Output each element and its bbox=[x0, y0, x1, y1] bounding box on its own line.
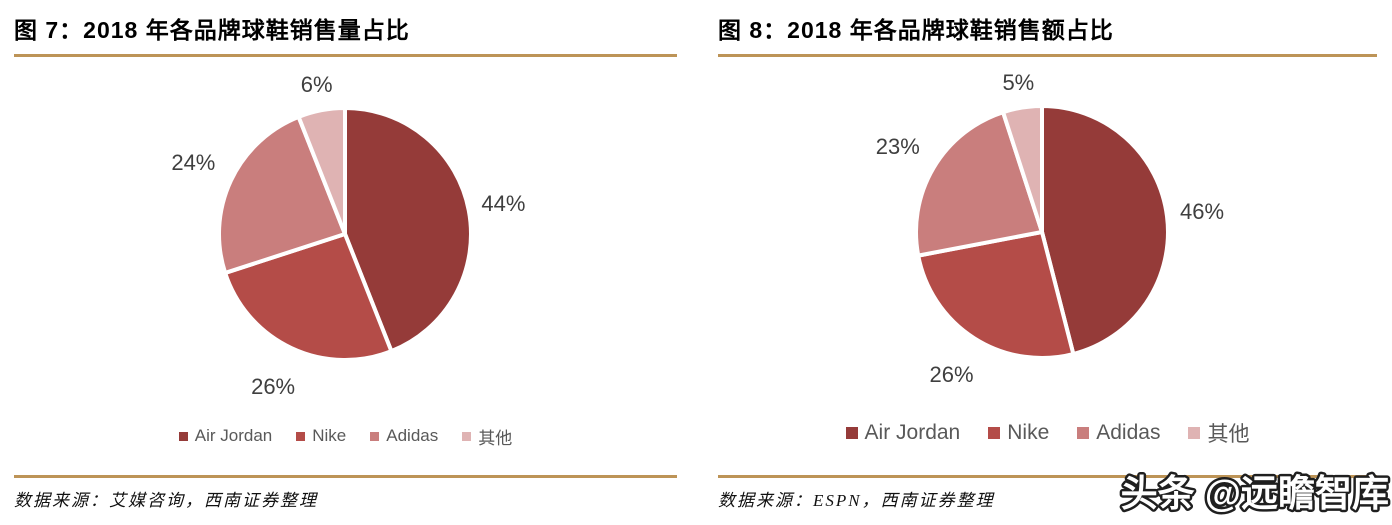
legend-marker-adidas-icon bbox=[1077, 427, 1090, 439]
legend-marker-nike-icon bbox=[296, 431, 306, 441]
figure-8-panel: 图 8：2018 年各品牌球鞋销售额占比 46% 26% 23% 5% Air Jor… bbox=[718, 0, 1377, 525]
legend-marker-other-icon bbox=[462, 431, 472, 441]
legend-item-adidas: Adidas bbox=[370, 426, 438, 446]
legend-item-air-jordan: Air Jordan bbox=[845, 421, 961, 445]
legend-label-nike: Nike bbox=[1007, 421, 1050, 444]
figure-7-bottom-rule bbox=[14, 475, 677, 478]
figure-7-title-rule bbox=[14, 54, 677, 57]
pie-slice-nike bbox=[916, 230, 1076, 360]
watermark: 头条 @远瞻智库 bbox=[1118, 471, 1391, 517]
pie-value-label-air-jordan: 46% bbox=[1179, 198, 1225, 224]
pie-value-label-其他: 6% bbox=[300, 72, 333, 98]
pie-slice-adidas bbox=[914, 110, 1044, 258]
legend-label-air-jordan: Air Jordan bbox=[194, 426, 273, 445]
legend-item-nike: Nike bbox=[988, 421, 1049, 445]
pie-value-label-adidas: 24% bbox=[171, 149, 216, 175]
legend-item-other: 其他 bbox=[1188, 418, 1249, 448]
figure-8-title-rule bbox=[718, 54, 1377, 57]
pie-svg bbox=[914, 104, 1170, 360]
figure-7-legend: Air Jordan Nike Adidas 其他 bbox=[14, 424, 677, 449]
pie-value-label-nike: 26% bbox=[929, 361, 974, 387]
pie-slice-nike bbox=[223, 232, 394, 362]
pie-slice-air-jordan bbox=[1040, 104, 1170, 357]
pie-value-label-nike: 26% bbox=[251, 373, 296, 399]
figure-8-source: 数据来源：ESPN，西南证券整理 bbox=[718, 491, 995, 510]
legend-label-adidas: Adidas bbox=[1096, 421, 1161, 444]
legend-item-other: 其他 bbox=[462, 424, 512, 449]
legend-marker-air-jordan-icon bbox=[178, 431, 188, 441]
figure-7-source: 数据来源：艾媒咨询，西南证券整理 bbox=[14, 491, 318, 510]
pie-slice-其他 bbox=[296, 106, 347, 236]
pie-svg bbox=[217, 106, 473, 362]
watermark-text: 头条 @远瞻智库 bbox=[1121, 473, 1389, 514]
legend-item-adidas: Adidas bbox=[1077, 421, 1160, 445]
figure-8-pie-chart: 46% 26% 23% 5% bbox=[852, 70, 1232, 392]
pie-value-label-adidas: 23% bbox=[875, 133, 920, 159]
figure-7-pie-chart: 44% 26% 24% 6% bbox=[155, 72, 535, 398]
legend-item-air-jordan: Air Jordan bbox=[178, 426, 273, 446]
legend-label-air-jordan: Air Jordan bbox=[864, 421, 961, 444]
pie-value-label-其他: 5% bbox=[1002, 69, 1035, 95]
legend-marker-nike-icon bbox=[988, 427, 1001, 439]
pie-value-label-air-jordan: 44% bbox=[481, 190, 526, 216]
figure-7-panel: 图 7：2018 年各品牌球鞋销售量占比 44% 26% 24% 6% Air Jor… bbox=[14, 0, 677, 525]
figure-7-title: 图 7：2018 年各品牌球鞋销售量占比 bbox=[14, 17, 410, 43]
legend-label-nike: Nike bbox=[312, 426, 347, 445]
legend-marker-other-icon bbox=[1188, 427, 1201, 439]
pie-slice-其他 bbox=[1001, 104, 1044, 234]
legend-label-other: 其他 bbox=[478, 428, 513, 448]
legend-item-nike: Nike bbox=[296, 426, 346, 446]
legend-marker-air-jordan-icon bbox=[845, 427, 858, 439]
figure-8-bottom-rule bbox=[718, 475, 1377, 478]
legend-label-other: 其他 bbox=[1207, 423, 1250, 446]
legend-marker-adidas-icon bbox=[370, 431, 380, 441]
legend-label-adidas: Adidas bbox=[386, 426, 439, 445]
figure-8-title: 图 8：2018 年各品牌球鞋销售额占比 bbox=[718, 17, 1114, 43]
pie-slice-air-jordan bbox=[343, 106, 473, 354]
figure-8-legend: Air Jordan Nike Adidas 其他 bbox=[718, 420, 1377, 446]
